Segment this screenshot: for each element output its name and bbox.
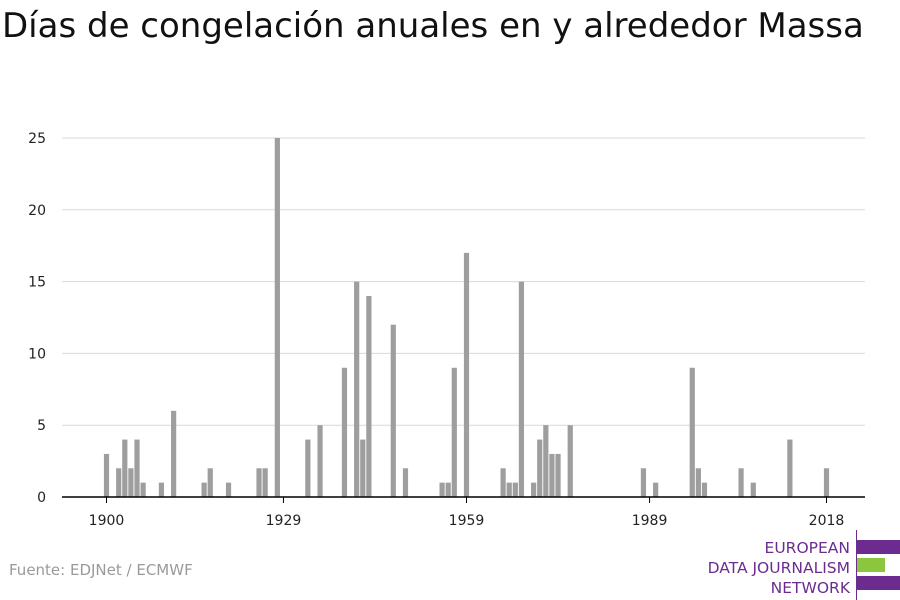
bar xyxy=(402,468,409,497)
bar xyxy=(445,482,451,497)
bar xyxy=(500,468,506,497)
bar xyxy=(823,468,830,497)
y-tick-label: 20 xyxy=(28,203,46,219)
logo-divider xyxy=(856,530,857,600)
bar xyxy=(787,439,793,497)
bar xyxy=(506,482,512,497)
bar xyxy=(256,468,262,497)
edjnet-logo: EUROPEAN DATA JOURNALISM NETWORK xyxy=(700,530,900,600)
bar xyxy=(390,324,396,497)
x-tick-label: 1900 xyxy=(89,513,125,529)
y-tick-label: 5 xyxy=(37,418,46,434)
bar xyxy=(451,367,457,497)
bar xyxy=(360,439,366,497)
x-tick-label: 2018 xyxy=(809,513,845,529)
x-tick-labels: 1900 1929 1959 1989 2018 xyxy=(89,513,845,529)
source-note: Fuente: EDJNet / ECMWF xyxy=(9,561,193,579)
bar xyxy=(653,482,659,497)
bar xyxy=(305,439,311,497)
bar xyxy=(207,468,213,497)
bar xyxy=(122,439,128,497)
logo-line-3: NETWORK xyxy=(770,579,850,597)
bar xyxy=(171,410,177,497)
bar xyxy=(158,482,165,497)
bar xyxy=(274,138,280,497)
bar xyxy=(439,482,445,497)
bar xyxy=(531,482,537,497)
bar xyxy=(512,482,518,497)
bar xyxy=(738,468,744,497)
logo-bar-purple-top xyxy=(857,540,900,554)
logo-bar-purple-bottom xyxy=(857,576,900,590)
chart-title: Días de congelación anuales en y alreded… xyxy=(2,6,864,46)
bar xyxy=(116,468,122,497)
bar xyxy=(543,425,549,497)
x-tick-label: 1959 xyxy=(449,513,485,529)
bar xyxy=(103,453,110,497)
y-tick-label: 15 xyxy=(28,275,46,291)
logo-bar-green xyxy=(857,558,885,572)
logo-line-2: DATA JOURNALISM xyxy=(707,559,850,577)
bar xyxy=(567,425,573,497)
bar xyxy=(262,468,268,497)
bar xyxy=(317,425,323,497)
y-tick-label: 25 xyxy=(28,131,46,147)
bar xyxy=(341,367,348,497)
bar xyxy=(366,295,372,497)
bar xyxy=(689,367,695,497)
x-axis xyxy=(62,496,865,503)
y-tick-label: 0 xyxy=(37,490,46,506)
bar xyxy=(555,453,561,497)
bar xyxy=(463,252,470,497)
bar xyxy=(140,482,146,497)
bar xyxy=(640,468,647,497)
bar xyxy=(537,439,543,497)
bar xyxy=(518,281,525,497)
bar xyxy=(750,482,756,497)
bar xyxy=(128,468,134,497)
bar xyxy=(225,482,232,497)
bar xyxy=(549,453,555,497)
bar xyxy=(695,468,701,497)
logo-line-1: EUROPEAN xyxy=(764,539,850,557)
y-tick-label: 10 xyxy=(28,346,46,362)
x-tick-label: 1929 xyxy=(266,513,302,529)
gridlines xyxy=(62,137,865,426)
bar xyxy=(134,439,140,497)
bar xyxy=(354,281,360,497)
x-tick-label: 1989 xyxy=(632,513,668,529)
bars xyxy=(103,138,830,497)
y-tick-labels: 0 5 10 15 20 25 xyxy=(28,131,46,506)
bar xyxy=(701,482,708,497)
logo-text: EUROPEAN DATA JOURNALISM NETWORK xyxy=(708,538,850,598)
bar xyxy=(201,482,207,497)
